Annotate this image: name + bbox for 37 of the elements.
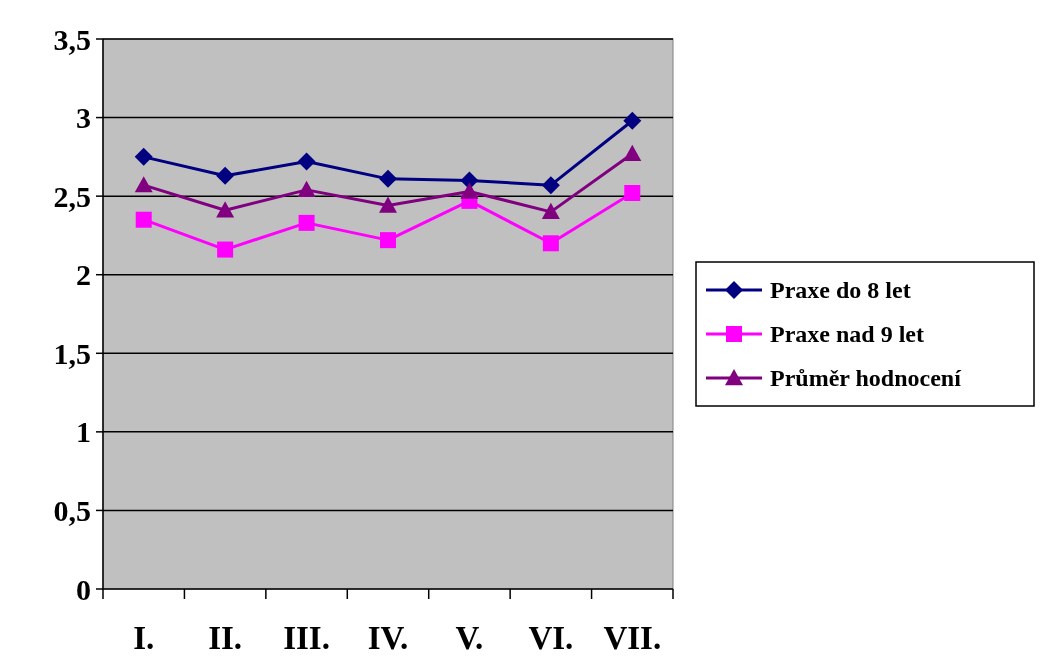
y-tick-label: 3 <box>76 101 91 135</box>
x-tick-label: VII. <box>603 620 662 656</box>
point <box>541 176 560 195</box>
point <box>297 180 316 198</box>
point <box>135 211 152 228</box>
point <box>623 144 642 161</box>
y-tick-label: 2,5 <box>53 179 91 213</box>
point <box>134 176 153 193</box>
point <box>541 202 560 220</box>
y-tick-label: 2 <box>76 258 91 292</box>
point <box>624 185 641 201</box>
point <box>216 166 235 185</box>
y-tick-label: 1,5 <box>53 336 91 370</box>
legend-label: Praxe nad 9 let <box>770 321 924 348</box>
point <box>379 169 397 188</box>
y-tick-label: 0,5 <box>53 493 91 527</box>
y-tick-label: 0 <box>76 572 91 606</box>
point <box>542 235 559 252</box>
point <box>379 196 397 213</box>
x-tick-label: V. <box>455 620 484 656</box>
point <box>623 111 642 130</box>
point <box>460 182 479 199</box>
x-tick-label: II. <box>208 620 243 656</box>
point <box>216 201 235 218</box>
point <box>134 147 153 166</box>
y-tick-label: 3,5 <box>53 22 91 56</box>
x-tick-label: IV. <box>367 620 409 656</box>
x-tick-label: VI. <box>528 620 574 656</box>
x-tick-label: I. <box>133 620 155 656</box>
legend-label: Praxe do 8 let <box>770 277 911 304</box>
y-tick-label: 1 <box>76 415 91 449</box>
x-tick-label: III. <box>283 620 330 656</box>
point <box>217 241 234 258</box>
point <box>380 232 396 249</box>
point <box>297 152 316 171</box>
legend-label: Průměr hodnocení <box>770 365 962 392</box>
point <box>298 214 315 231</box>
